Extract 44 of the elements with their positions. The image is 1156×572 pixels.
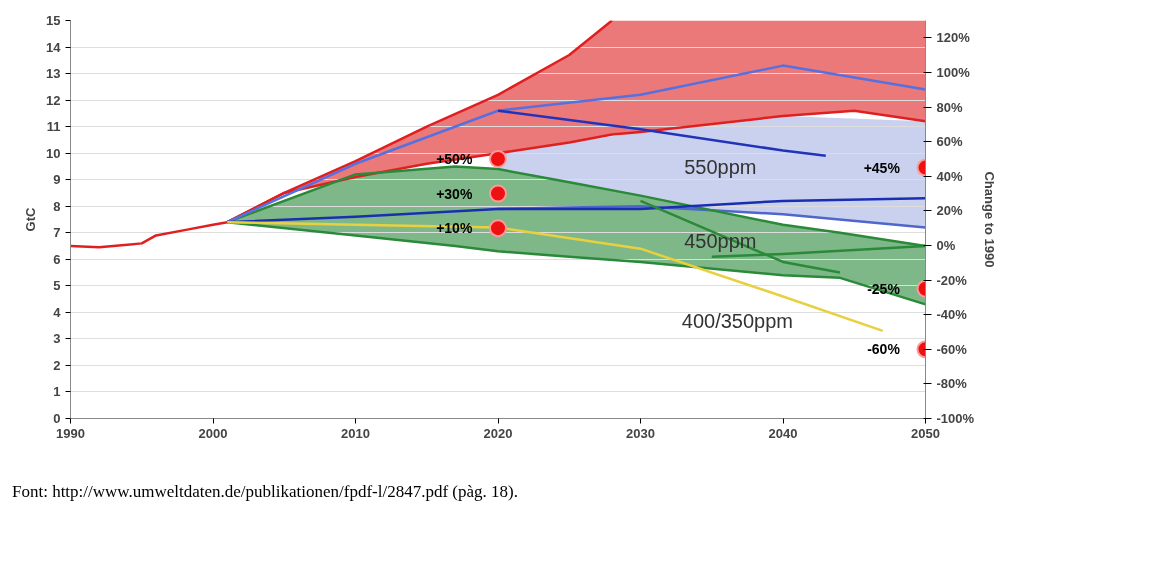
- x-tick-label: 2030: [626, 425, 655, 441]
- y2-tick-label: 0%: [936, 237, 956, 253]
- y-tick-label: 14: [46, 39, 62, 55]
- y2-tick-label: 100%: [936, 64, 971, 80]
- y-tick-label: 0: [53, 411, 61, 426]
- x-tick-label: 2010: [341, 425, 370, 441]
- x-tick-label: 2040: [768, 425, 798, 441]
- y2-tick-label: 120%: [936, 30, 971, 46]
- y2-tick-label: -100%: [936, 411, 975, 426]
- data-label: -60%: [867, 341, 901, 358]
- y2-tick-label: -60%: [936, 341, 968, 357]
- data-label: +30%: [436, 185, 473, 202]
- y-tick-label: 12: [46, 92, 61, 108]
- y2-tick-label: -40%: [936, 307, 968, 323]
- y2-tick-label: -20%: [936, 272, 968, 288]
- data-label: +45%: [863, 159, 901, 176]
- x-tick-label: 2050: [911, 425, 940, 441]
- y-tick-label: 3: [53, 331, 61, 347]
- y2-axis-title: Change to 1990: [982, 171, 998, 268]
- y-tick-label: 13: [46, 66, 61, 82]
- series-label: 550ppm: [684, 155, 757, 178]
- y-tick-label: 10: [46, 145, 61, 161]
- y-tick-label: 9: [53, 172, 61, 188]
- data-label: -25%: [867, 280, 901, 297]
- y-axis-title: GtC: [23, 206, 39, 232]
- x-tick-label: 2020: [483, 425, 513, 441]
- text: Font: http://www.umweltdaten.de/publikationen/fpdf-l/2847.pdf (pàg. 18).: [12, 481, 518, 503]
- y-tick-label: 8: [53, 198, 61, 214]
- y-tick-label: 2: [53, 357, 61, 373]
- x-tick-label: 2000: [198, 425, 228, 441]
- y2-tick-label: 60%: [936, 134, 963, 150]
- series-label: 400/350ppm: [681, 310, 793, 333]
- y-tick-label: 4: [53, 304, 62, 320]
- x-tick-label: 1990: [56, 425, 85, 441]
- y2-tick-label: 40%: [936, 168, 963, 184]
- y-tick-label: 5: [53, 278, 61, 294]
- y-tick-label: 15: [46, 13, 61, 28]
- y-tick-label: 1: [53, 384, 61, 400]
- y-tick-label: 7: [53, 225, 61, 241]
- y2-tick-label: 80%: [936, 99, 963, 115]
- y2-tick-label: -80%: [936, 376, 968, 392]
- y-tick-label: 6: [53, 251, 61, 267]
- y-tick-label: 11: [46, 119, 61, 135]
- y2-tick-label: 20%: [936, 203, 963, 219]
